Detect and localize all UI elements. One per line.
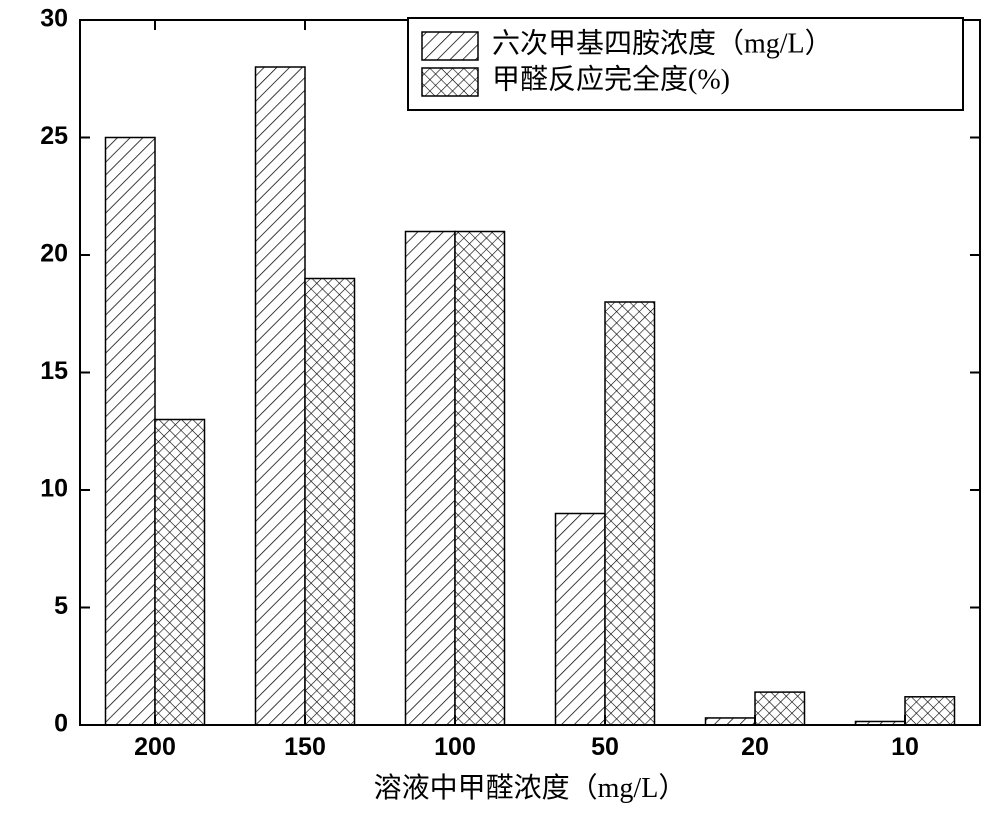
bar-series-b-50 xyxy=(605,302,655,725)
x-tick-label: 20 xyxy=(741,733,769,761)
legend-swatch-series-a xyxy=(422,32,478,60)
bar-series-b-150 xyxy=(305,279,355,726)
legend: 六次甲基四胺浓度（mg/L） 甲醛反应完全度(%) xyxy=(408,18,963,110)
bar-series-a-100 xyxy=(406,232,456,726)
x-tick-label: 200 xyxy=(134,733,176,761)
y-tick-label: 10 xyxy=(40,475,68,503)
bar-series-a-20 xyxy=(706,718,756,725)
y-tick-label: 25 xyxy=(40,122,68,150)
bar-series-a-50 xyxy=(556,514,606,726)
x-tick-label: 150 xyxy=(284,733,326,761)
chart-container: 0 5 10 15 20 25 30 200 150 100 50 20 10 溶液中甲醛浓度（mg/L）… xyxy=(0,0,1000,813)
legend-label-series-a: 六次甲基四胺浓度（mg/L） xyxy=(492,27,833,59)
bar-series-b-10 xyxy=(905,697,955,725)
x-tick-label: 100 xyxy=(434,733,476,761)
legend-swatch-series-b xyxy=(422,68,478,96)
y-tick-label: 15 xyxy=(40,357,68,385)
x-tick-label: 10 xyxy=(891,733,919,761)
axis-frame xyxy=(80,20,980,725)
y-tick-label: 5 xyxy=(54,592,68,620)
x-axis-label: 溶液中甲醛浓度（mg/L） xyxy=(374,772,687,804)
y-tick-label: 30 xyxy=(40,5,68,33)
bar-series-a-150 xyxy=(256,67,306,725)
bar-series-b-100 xyxy=(455,232,505,726)
legend-label-series-b: 甲醛反应完全度(%) xyxy=(492,63,730,95)
bars-group xyxy=(106,67,955,725)
bar-series-b-20 xyxy=(755,692,805,725)
y-tick-label: 20 xyxy=(40,240,68,268)
bar-chart: 0 5 10 15 20 25 30 200 150 100 50 20 10 溶液中甲醛浓度（mg/L）… xyxy=(0,0,1000,813)
y-tick-label: 0 xyxy=(54,710,68,738)
bar-series-a-200 xyxy=(106,138,156,726)
bar-series-b-200 xyxy=(155,420,205,726)
x-tick-label: 50 xyxy=(591,733,619,761)
